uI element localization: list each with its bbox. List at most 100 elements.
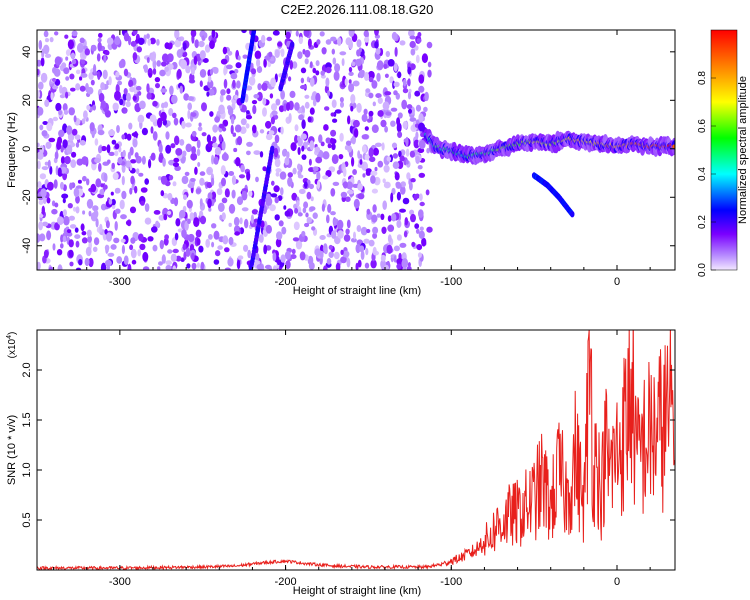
noise-cell bbox=[121, 190, 127, 200]
noise-cell bbox=[231, 189, 236, 199]
noise-cell bbox=[275, 98, 281, 106]
noise-cell bbox=[118, 146, 122, 153]
noise-cell bbox=[320, 70, 326, 76]
noise-cell bbox=[297, 51, 303, 59]
noise-cell bbox=[172, 112, 177, 119]
noise-cell bbox=[204, 44, 211, 53]
noise-cell bbox=[213, 230, 220, 240]
noise-cell bbox=[296, 200, 300, 207]
noise-cell bbox=[84, 48, 91, 56]
noise-cell bbox=[132, 138, 138, 148]
noise-cell bbox=[62, 198, 66, 204]
noise-cell bbox=[384, 126, 388, 133]
noise-cell bbox=[309, 206, 316, 212]
noise-cell bbox=[42, 121, 48, 125]
noise-cell bbox=[136, 168, 140, 175]
noise-cell bbox=[367, 70, 375, 80]
noise-cell bbox=[396, 234, 402, 241]
noise-cell bbox=[270, 77, 276, 88]
noise-cell bbox=[274, 196, 279, 204]
noise-cell bbox=[179, 139, 185, 146]
noise-cell bbox=[164, 66, 169, 72]
noise-cell bbox=[409, 35, 416, 40]
noise-cell bbox=[126, 92, 131, 102]
noise-cell bbox=[114, 187, 121, 194]
noise-cell bbox=[280, 187, 284, 196]
noise-cell bbox=[325, 170, 332, 178]
noise-cell bbox=[40, 188, 47, 198]
noise-cell bbox=[270, 103, 278, 111]
noise-cell bbox=[206, 182, 213, 189]
noise-cell bbox=[227, 257, 234, 267]
noise-cell bbox=[93, 237, 100, 246]
noise-cell bbox=[362, 173, 366, 178]
noise-cell bbox=[272, 265, 277, 270]
noise-cell bbox=[328, 251, 334, 258]
noise-cell bbox=[129, 86, 136, 93]
noise-cell bbox=[162, 207, 169, 218]
noise-cell bbox=[372, 101, 376, 107]
noise-cell bbox=[377, 160, 384, 168]
noise-cell bbox=[194, 39, 199, 49]
noise-cell bbox=[207, 75, 212, 83]
noise-cell bbox=[129, 244, 134, 251]
noise-cell bbox=[92, 246, 98, 252]
noise-cell bbox=[265, 224, 272, 234]
noise-cell bbox=[415, 104, 422, 112]
noise-cell bbox=[43, 249, 49, 259]
noise-cell bbox=[97, 37, 102, 43]
noise-cell bbox=[216, 188, 223, 196]
noise-cell bbox=[332, 118, 338, 123]
noise-cell bbox=[413, 194, 418, 201]
noise-cell bbox=[298, 188, 306, 195]
noise-cell bbox=[271, 110, 278, 116]
noise-cell bbox=[352, 169, 357, 175]
noise-cell bbox=[232, 132, 237, 137]
noise-cell bbox=[273, 147, 279, 158]
noise-cell bbox=[86, 104, 91, 111]
noise-cell bbox=[70, 159, 77, 169]
noise-cell bbox=[129, 206, 137, 214]
y-tick-label: 0.5 bbox=[21, 512, 33, 527]
noise-cell bbox=[363, 71, 370, 81]
noise-cell bbox=[38, 221, 43, 231]
noise-cell bbox=[119, 98, 124, 106]
noise-cell bbox=[280, 126, 284, 135]
noise-cell bbox=[37, 151, 44, 160]
x-tick-label: 0 bbox=[614, 576, 620, 588]
noise-cell bbox=[226, 64, 233, 70]
feature-streak-3 bbox=[248, 145, 275, 270]
y-tick-label: -20 bbox=[21, 189, 33, 205]
noise-cell bbox=[44, 161, 49, 166]
noise-cell bbox=[146, 33, 150, 39]
noise-cell bbox=[209, 68, 214, 76]
noise-cell bbox=[52, 67, 57, 74]
noise-cell bbox=[359, 159, 363, 165]
noise-cell bbox=[105, 220, 110, 229]
noise-cell bbox=[287, 172, 293, 178]
noise-cell bbox=[92, 104, 96, 111]
noise-cell bbox=[312, 98, 317, 107]
noise-cell bbox=[117, 157, 123, 165]
noise-cell bbox=[138, 172, 144, 177]
noise-cell bbox=[213, 156, 219, 165]
noise-cell bbox=[256, 91, 263, 102]
noise-cell bbox=[107, 252, 115, 257]
noise-cell bbox=[152, 100, 158, 107]
colorbar-tick-label: 0.6 bbox=[697, 119, 708, 133]
noise-cell bbox=[134, 185, 138, 194]
noise-cell bbox=[425, 189, 430, 196]
noise-cell bbox=[385, 111, 392, 116]
noise-cell bbox=[383, 63, 388, 69]
noise-cell bbox=[348, 71, 354, 76]
noise-cell bbox=[66, 144, 73, 155]
noise-cell bbox=[377, 110, 384, 117]
noise-cell bbox=[393, 90, 398, 96]
noise-cell bbox=[337, 230, 344, 239]
noise-cell bbox=[237, 55, 241, 61]
noise-cell bbox=[396, 191, 401, 201]
noise-cell bbox=[146, 57, 150, 63]
noise-cell bbox=[319, 31, 325, 37]
noise-cell bbox=[273, 185, 280, 193]
noise-cell bbox=[369, 156, 376, 163]
